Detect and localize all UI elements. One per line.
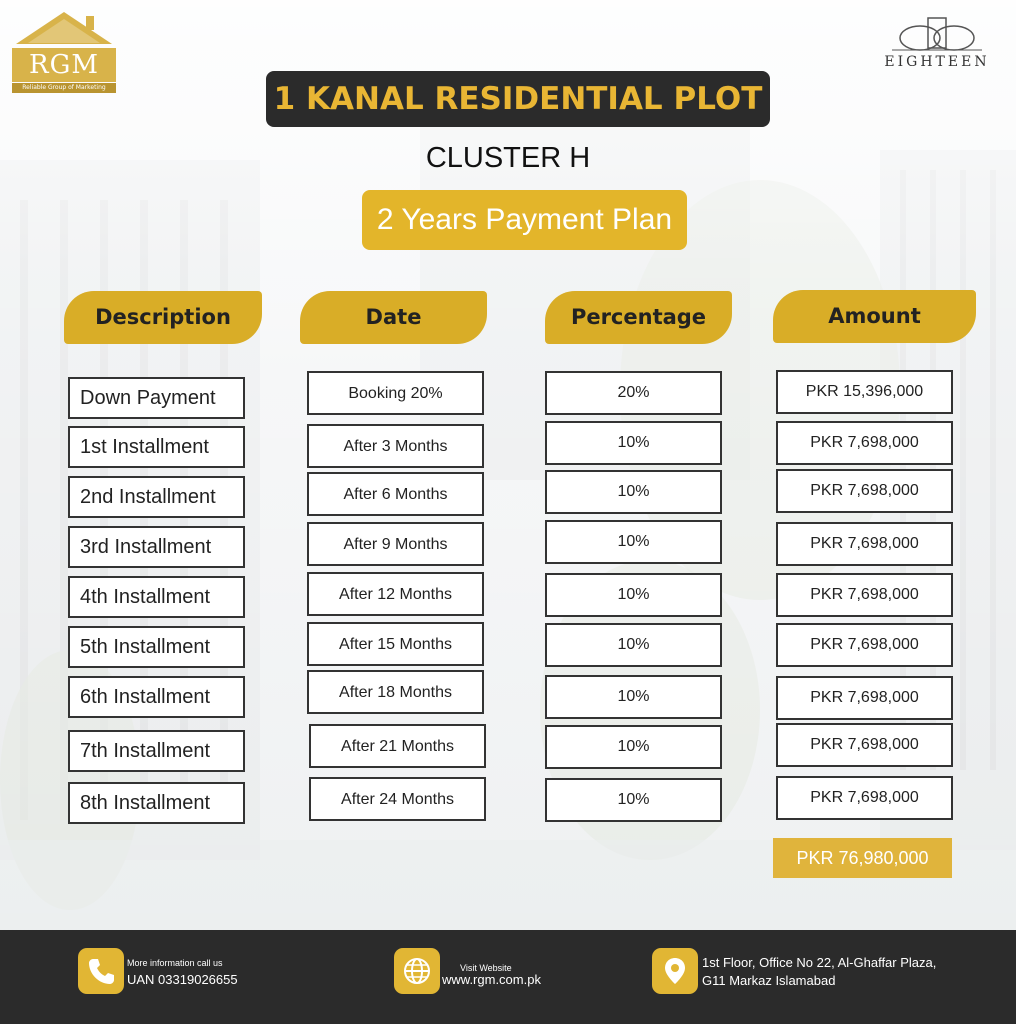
row-date: After 6 Months	[307, 472, 484, 516]
row-date: After 21 Months	[309, 724, 486, 768]
header-amount: Amount	[773, 290, 976, 343]
row-description: 5th Installment	[68, 626, 245, 668]
row-amount: PKR 7,698,000	[776, 421, 953, 465]
row-date: After 12 Months	[307, 572, 484, 616]
house-roof-icon	[16, 12, 112, 44]
row-date: After 18 Months	[307, 670, 484, 714]
phone-number[interactable]: UAN 03319026655	[127, 972, 238, 987]
row-percentage: 10%	[545, 778, 722, 822]
row-amount: PKR 7,698,000	[776, 469, 953, 513]
row-percentage: 10%	[545, 675, 722, 719]
row-percentage: 10%	[545, 520, 722, 564]
row-percentage: 10%	[545, 573, 722, 617]
header-date: Date	[300, 291, 487, 344]
address-line-2: G11 Markaz Islamabad	[702, 973, 836, 988]
row-amount: PKR 7,698,000	[776, 723, 953, 767]
row-amount: PKR 7,698,000	[776, 522, 953, 566]
row-date: After 24 Months	[309, 777, 486, 821]
row-amount: PKR 15,396,000	[776, 370, 953, 414]
website-link[interactable]: www.rgm.com.pk	[442, 972, 541, 987]
row-amount: PKR 7,698,000	[776, 573, 953, 617]
row-description: 1st Installment	[68, 426, 245, 468]
row-description: 7th Installment	[68, 730, 245, 772]
row-description: 4th Installment	[68, 576, 245, 618]
row-date: After 9 Months	[307, 522, 484, 566]
cluster-label: CLUSTER H	[425, 142, 591, 174]
header-description: Description	[64, 291, 262, 344]
row-date: After 3 Months	[307, 424, 484, 468]
row-amount: PKR 7,698,000	[776, 676, 953, 720]
footer: More information call us UAN 03319026655…	[0, 930, 1016, 1024]
eighteen-logo: EIGHTEEN	[862, 14, 1012, 74]
eighteen-logo-text: EIGHTEEN	[884, 54, 990, 70]
phone-caption: More information call us	[127, 958, 223, 968]
row-description: Down Payment	[68, 377, 245, 419]
row-amount: PKR 7,698,000	[776, 623, 953, 667]
rgm-logo: RGM Reliable Group of Marketing	[12, 10, 116, 93]
address-line-1: 1st Floor, Office No 22, Al-Ghaffar Plaz…	[702, 955, 937, 970]
row-date: Booking 20%	[307, 371, 484, 415]
row-description: 3rd Installment	[68, 526, 245, 568]
row-amount: PKR 7,698,000	[776, 776, 953, 820]
globe-icon	[394, 948, 440, 994]
row-percentage: 10%	[545, 725, 722, 769]
payment-plan-badge: 2 Years Payment Plan	[362, 190, 687, 250]
row-description: 8th Installment	[68, 782, 245, 824]
row-percentage: 10%	[545, 470, 722, 514]
total-amount: PKR 76,980,000	[773, 838, 952, 878]
row-percentage: 10%	[545, 421, 722, 465]
eighteen-emblem-icon	[892, 17, 982, 51]
rgm-tagline: Reliable Group of Marketing	[12, 83, 116, 93]
row-description: 2nd Installment	[68, 476, 245, 518]
rgm-logo-text: RGM	[12, 48, 116, 82]
website-caption: Visit Website	[460, 963, 512, 973]
page-title: 1 KANAL RESIDENTIAL PLOT	[266, 71, 770, 127]
phone-icon	[78, 948, 124, 994]
row-description: 6th Installment	[68, 676, 245, 718]
row-date: After 15 Months	[307, 622, 484, 666]
row-percentage: 10%	[545, 623, 722, 667]
location-pin-icon	[652, 948, 698, 994]
header-percentage: Percentage	[545, 291, 732, 344]
row-percentage: 20%	[545, 371, 722, 415]
